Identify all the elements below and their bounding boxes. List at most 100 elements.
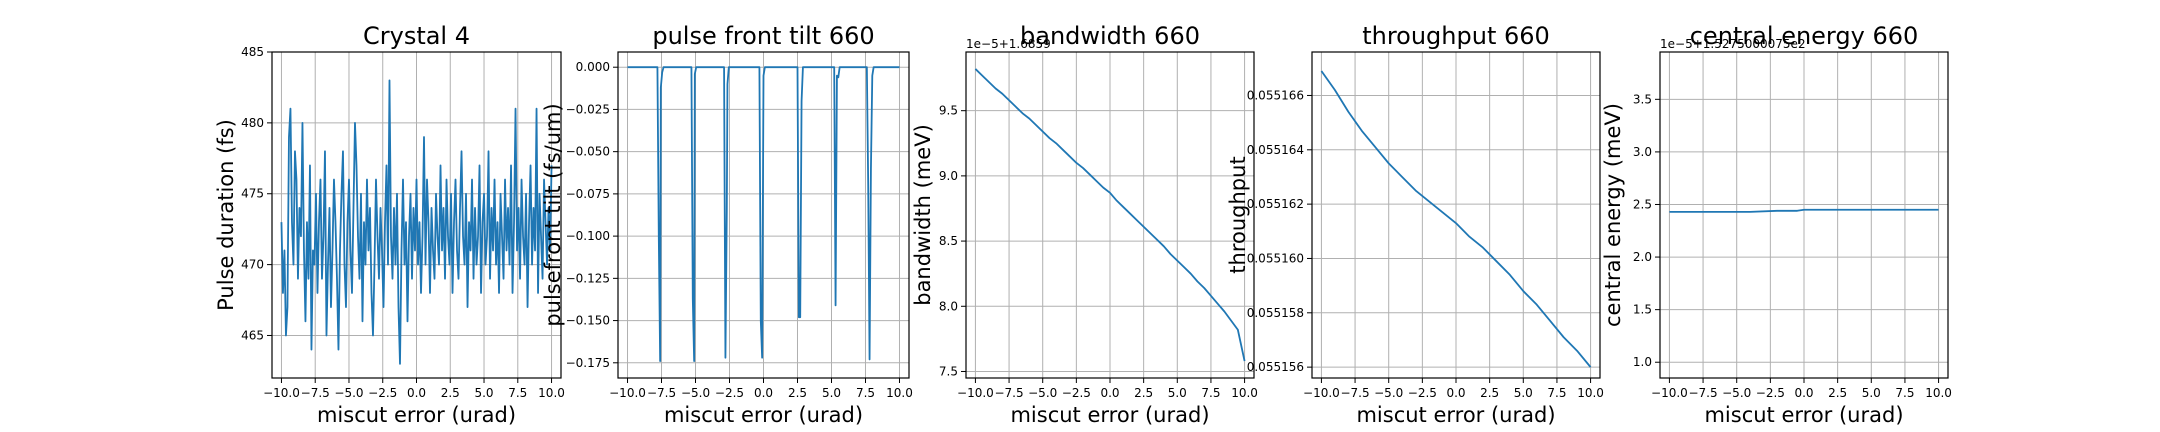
- series-line: [974, 68, 1246, 362]
- series-line: [1669, 208, 1939, 213]
- x-tick-label: −2.5: [368, 386, 397, 400]
- y-tick-label: −0.125: [566, 271, 610, 285]
- chart-title: central energy 660: [1690, 22, 1919, 50]
- x-tick-label: −10.0: [609, 386, 646, 400]
- y-axis-label: throughput: [1226, 156, 1250, 273]
- x-tick-label: 10.0: [1925, 386, 1952, 400]
- x-tick-label: −7.5: [994, 386, 1023, 400]
- y-tick-label: 0.000: [576, 60, 610, 74]
- x-tick-label: −5.0: [681, 386, 710, 400]
- chart-title: bandwidth 660: [1020, 22, 1200, 50]
- y-tick-label: −0.100: [566, 229, 610, 243]
- y-tick-label: −0.150: [566, 314, 610, 328]
- x-tick-label: 10.0: [1231, 386, 1258, 400]
- x-tick-label: 10.0: [538, 386, 565, 400]
- x-tick-label: 7.5: [1547, 386, 1566, 400]
- y-tick-label: 1.5: [1633, 303, 1652, 317]
- y-tick-label: 0.055162: [1247, 197, 1304, 211]
- x-tick-label: −5.0: [1722, 386, 1751, 400]
- y-tick-label: 9.0: [939, 169, 958, 183]
- y-tick-label: 470: [241, 258, 264, 272]
- x-tick-label: 2.5: [1480, 386, 1499, 400]
- x-axis-label: miscut error (urad): [317, 403, 516, 427]
- y-tick-label: 8.0: [939, 299, 958, 313]
- y-tick-label: 8.5: [939, 234, 958, 248]
- chart-title: throughput 660: [1362, 22, 1550, 50]
- x-tick-label: 7.5: [508, 386, 527, 400]
- x-axis-label: miscut error (urad): [1356, 403, 1555, 427]
- y-tick-label: −0.075: [566, 187, 610, 201]
- x-tick-label: 5.0: [474, 386, 493, 400]
- y-tick-label: 2.5: [1633, 197, 1652, 211]
- x-tick-label: −2.5: [1062, 386, 1091, 400]
- x-tick-label: −10.0: [263, 386, 300, 400]
- series-line: [280, 79, 553, 365]
- chart-panel: −10.0 −7.5 −5.0 −2.5 0.0 2.5 5.0 7.5 10.0 1.0 1.5 2…: [1601, 22, 1952, 427]
- y-tick-label: 465: [241, 328, 264, 342]
- x-tick-label: −5.0: [1028, 386, 1057, 400]
- y-tick-label: 7.5: [939, 364, 958, 378]
- chart-title: Crystal 4: [363, 22, 470, 50]
- x-tick-label: 0.0: [1100, 386, 1119, 400]
- y-tick-label: 0.055166: [1247, 88, 1304, 102]
- x-tick-label: −7.5: [647, 386, 676, 400]
- x-tick-label: 7.5: [856, 386, 875, 400]
- y-tick-label: −0.025: [566, 102, 610, 116]
- x-tick-label: 0.0: [1794, 386, 1813, 400]
- y-axis-label: central energy (meV): [1601, 103, 1625, 327]
- y-axis-label: bandwidth (meV): [911, 124, 935, 306]
- x-axis-label: miscut error (urad): [1010, 403, 1209, 427]
- x-axis-label: miscut error (urad): [664, 403, 863, 427]
- x-tick-label: −2.5: [715, 386, 744, 400]
- x-tick-label: 2.5: [1134, 386, 1153, 400]
- chart-panel: −10.0 −7.5 −5.0 −2.5 0.0 2.5 5.0 7.5 10.0 465 470 4…: [214, 22, 565, 427]
- x-tick-label: 2.5: [788, 386, 807, 400]
- x-tick-label: −2.5: [1408, 386, 1437, 400]
- series-line: [1320, 70, 1592, 368]
- y-tick-label: 2.0: [1633, 250, 1652, 264]
- x-tick-label: −7.5: [1688, 386, 1717, 400]
- x-tick-label: 5.0: [822, 386, 841, 400]
- x-tick-label: 2.5: [1828, 386, 1847, 400]
- y-tick-label: 1.0: [1633, 355, 1652, 369]
- x-tick-label: −10.0: [1651, 386, 1688, 400]
- x-tick-label: −7.5: [301, 386, 330, 400]
- x-tick-label: 0.0: [407, 386, 426, 400]
- axis-offset-text: 1e−5+1.5275000075e2: [1660, 37, 1806, 51]
- y-axis-label: pulsefront tilt (fs/um): [541, 103, 565, 326]
- y-tick-label: 475: [241, 187, 264, 201]
- x-tick-label: −7.5: [1340, 386, 1369, 400]
- y-tick-label: 480: [241, 116, 264, 130]
- y-tick-label: 3.5: [1633, 92, 1652, 106]
- y-tick-label: 0.055160: [1247, 251, 1304, 265]
- y-tick-label: 9.5: [939, 104, 958, 118]
- chart-panel: −10.0 −7.5 −5.0 −2.5 0.0 2.5 5.0 7.5 10.0 0.05515…: [1226, 22, 1604, 427]
- x-axis-label: miscut error (urad): [1704, 403, 1903, 427]
- chart-panel: −10.0 −7.5 −5.0 −2.5 0.0 2.5 5.0 7.5 10.0 7.5 8.0 8…: [911, 22, 1258, 427]
- x-tick-label: 0.0: [1446, 386, 1465, 400]
- x-tick-label: 7.5: [1201, 386, 1220, 400]
- x-tick-label: 10.0: [886, 386, 913, 400]
- y-tick-label: 0.055158: [1247, 306, 1304, 320]
- x-tick-label: 10.0: [1577, 386, 1604, 400]
- x-tick-label: 0.0: [754, 386, 773, 400]
- x-tick-label: 5.0: [1514, 386, 1533, 400]
- y-axis-label: Pulse duration (fs): [214, 119, 238, 311]
- x-tick-label: −10.0: [1303, 386, 1340, 400]
- y-tick-label: −0.175: [566, 356, 610, 370]
- y-tick-label: −0.050: [566, 145, 610, 159]
- x-tick-label: −5.0: [1374, 386, 1403, 400]
- x-tick-label: 5.0: [1168, 386, 1187, 400]
- chart-title: pulse front tilt 660: [652, 22, 874, 50]
- x-tick-label: 2.5: [441, 386, 460, 400]
- x-tick-label: 5.0: [1862, 386, 1881, 400]
- y-tick-label: 0.055156: [1247, 360, 1304, 374]
- y-tick-label: 3.0: [1633, 145, 1652, 159]
- y-tick-label: 485: [241, 45, 264, 59]
- chart-panel: −10.0 −7.5 −5.0 −2.5 0.0 2.5 5.0 7.5 10.0 0.000 −0…: [541, 22, 913, 427]
- series-line: [627, 66, 900, 363]
- axis-offset-text: 1e−5+1.6859: [966, 37, 1051, 51]
- x-tick-label: 7.5: [1895, 386, 1914, 400]
- x-tick-label: −5.0: [334, 386, 363, 400]
